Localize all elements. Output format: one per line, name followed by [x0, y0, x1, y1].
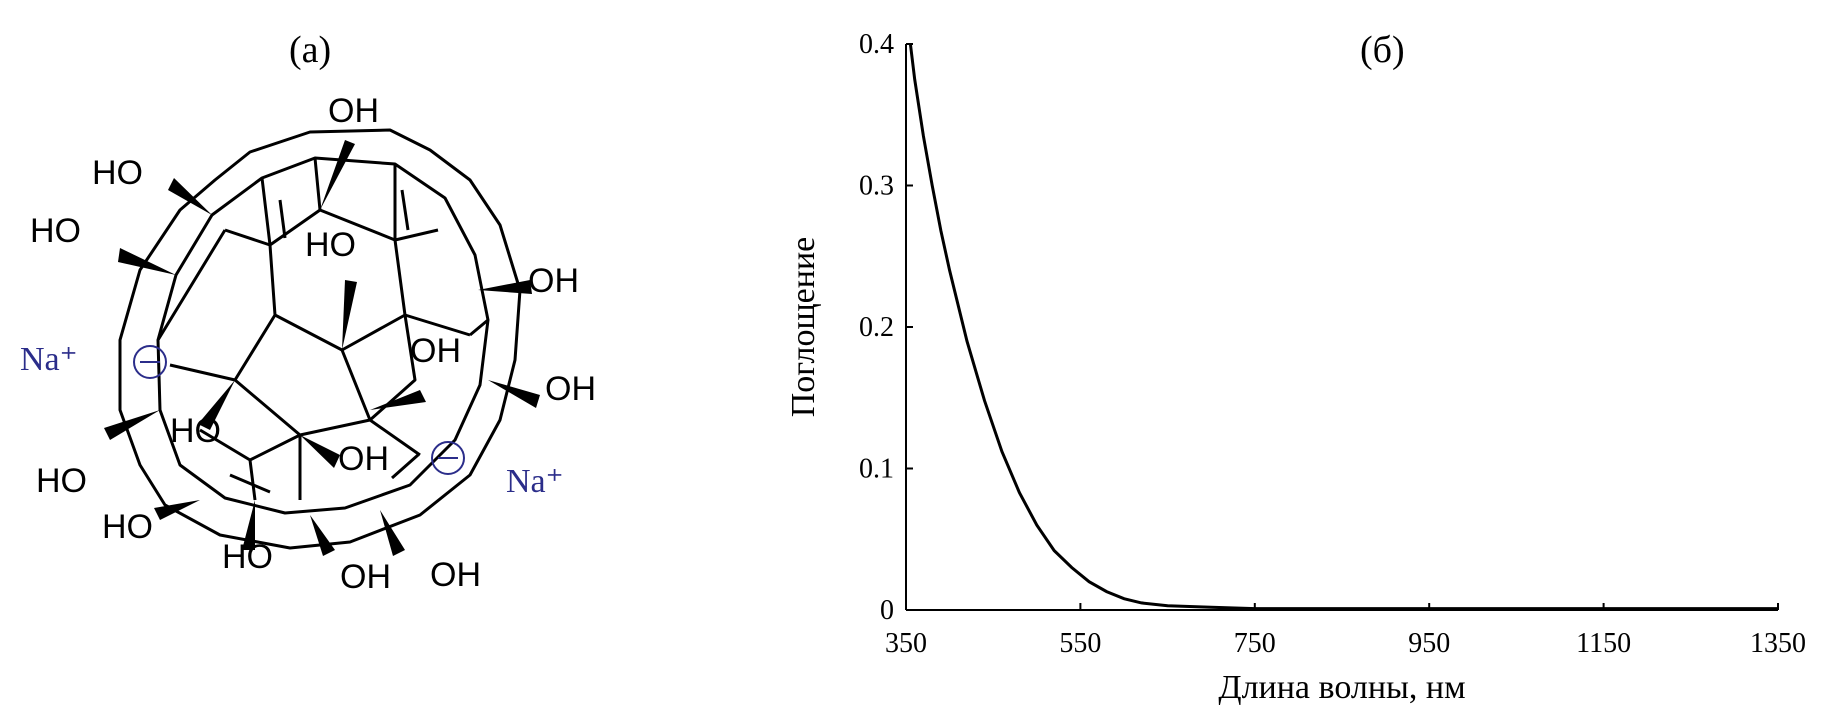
sodium-ion-label: Na⁺	[20, 341, 78, 378]
cage-bonds-1	[224, 228, 471, 437]
fullerenol-structure-diagram: OH HO HO HO OH OH HO OH OH HO HO HO OH O…	[20, 92, 596, 596]
x-tick-label: 750	[1234, 628, 1276, 659]
x-tick-label: 1150	[1576, 628, 1631, 659]
x-axis-title: Длина волны, нм	[1218, 669, 1465, 706]
x-tick-label: 950	[1408, 628, 1450, 659]
oh-label: HO	[102, 508, 153, 546]
cage-bonds-2	[169, 363, 421, 501]
cage-bonds-3	[156, 157, 489, 341]
x-tick-label: 1350	[1750, 628, 1806, 659]
oh-label: HO	[170, 412, 221, 450]
oh-label: OH	[528, 262, 579, 300]
oh-label: HO	[222, 538, 273, 576]
oh-label: HO	[305, 226, 356, 264]
cage-double-bonds	[229, 189, 419, 494]
oh-label: HO	[30, 212, 81, 250]
absorption-series-line	[908, 43, 1778, 611]
x-tick-label: 550	[1059, 628, 1101, 659]
oh-label: OH	[410, 332, 461, 370]
oh-label: OH	[545, 370, 596, 408]
panel-b-label: (б)	[1360, 29, 1405, 71]
cage-outline	[118, 128, 522, 550]
absorption-spectrum-chart: 350 550 750 950 1150 1350 0 0.1 0.2 0.3 0.4 Длина …	[785, 29, 1806, 706]
y-tick-label: 0.1	[859, 454, 894, 485]
y-tick-label: 0.3	[859, 171, 894, 202]
x-tick-label: 350	[885, 628, 927, 659]
oh-label: OH	[430, 556, 481, 594]
oh-label: OH	[338, 440, 389, 478]
oh-label: OH	[340, 558, 391, 596]
wedge-bonds	[104, 140, 540, 556]
sodium-ion-label: Na⁺	[506, 463, 564, 500]
y-tick-label: 0	[880, 595, 894, 626]
y-tick-label: 0.4	[859, 29, 894, 60]
hydroxyl-labels: OH HO HO HO OH OH HO OH OH HO HO HO OH O…	[30, 92, 596, 596]
oh-label: HO	[36, 462, 87, 500]
oh-label: HO	[92, 154, 143, 192]
oh-label: OH	[328, 92, 379, 130]
y-axis-title: Поглощение	[785, 237, 822, 418]
panel-a-label: (а)	[289, 29, 332, 71]
cage-inner-rim	[156, 156, 490, 515]
y-tick-label: 0.2	[859, 312, 894, 343]
charge-marks	[133, 345, 465, 475]
chart-ticks: 350 550 750 950 1150 1350 0 0.1 0.2 0.3 0.4	[859, 29, 1806, 659]
